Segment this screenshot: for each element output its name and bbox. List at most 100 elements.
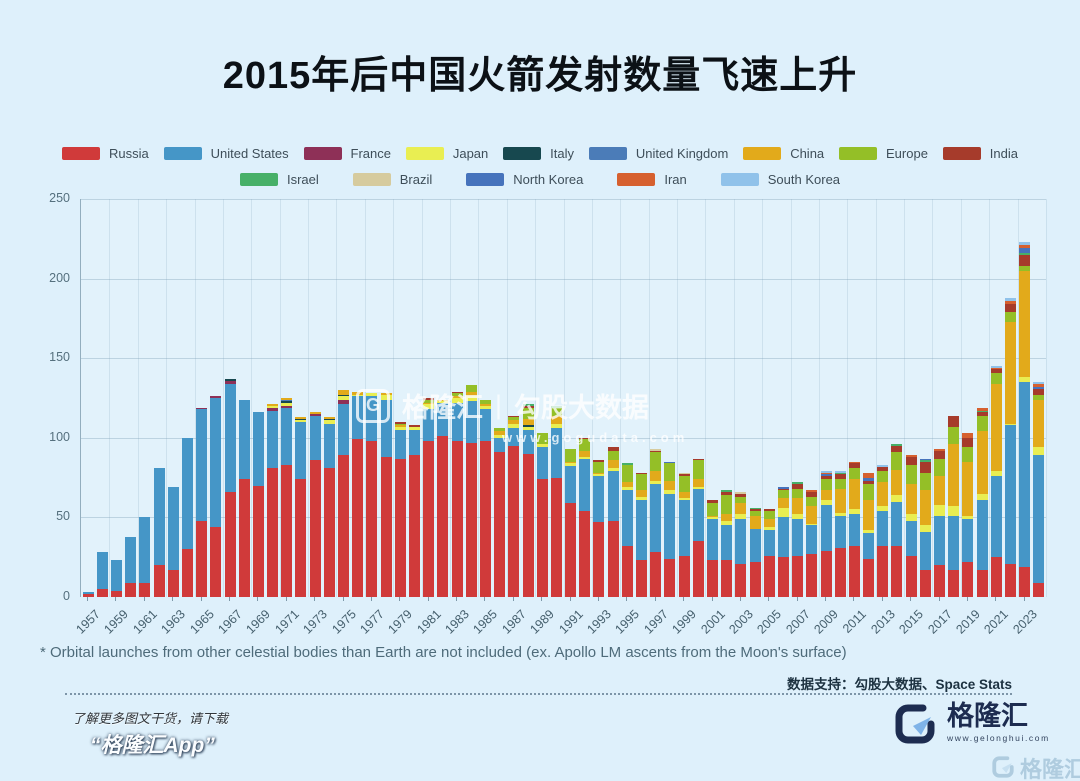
legend-label-russia: Russia (109, 146, 149, 161)
bar-segment-1989-russia (536, 479, 548, 597)
bar-segment-2002-united-states (721, 525, 733, 561)
bar-segment-2015-india (905, 456, 917, 465)
bar-segment-1971-japan (281, 402, 293, 406)
bar-segment-1972-china (295, 417, 307, 419)
v-gridline (960, 199, 962, 597)
bar-segment-1978-united-states (380, 399, 392, 457)
bar-segment-2021-russia (990, 557, 1002, 597)
x-tick (597, 597, 599, 601)
x-tick-label-2009: 2009 (811, 607, 841, 637)
v-gridline (222, 199, 224, 597)
bar-segment-2001-united-states (707, 519, 718, 561)
x-tick-label-1979: 1979 (385, 607, 416, 637)
bar-segment-2010-united-states (834, 515, 846, 548)
bar-segment-2003-russia (735, 563, 747, 597)
legend-item-united-kingdom: United Kingdom (588, 146, 728, 161)
bar-segment-1958-united-states (96, 552, 108, 590)
bar-segment-2016-north-korea (919, 458, 931, 461)
x-tick (200, 597, 202, 601)
bar-segment-1989-europe (536, 433, 548, 445)
x-tick-label-1985: 1985 (470, 607, 501, 637)
bar-segment-2016-japan (919, 525, 931, 532)
bar-segment-1989-united-states (536, 447, 548, 480)
y-tick-label: 100 (49, 429, 70, 444)
bar-1976 (352, 391, 364, 597)
bar-segment-2023-iran (1019, 245, 1031, 249)
bar-segment-1968-russia (238, 479, 250, 597)
bar-segment-2013-united-states (877, 511, 889, 547)
bar-segment-2024-china (1033, 399, 1045, 448)
bar-segment-2024-united-states (1033, 455, 1045, 583)
bar-segment-2007-united-states (792, 519, 804, 556)
legend-item-north-korea: North Korea (466, 172, 583, 187)
x-tick-label-2021: 2021 (981, 607, 1012, 637)
bar-segment-2022-united-states (1005, 425, 1017, 564)
bar-segment-2000-russia (692, 541, 704, 597)
bar-2008 (806, 490, 818, 597)
bar-segment-1965-russia (196, 520, 208, 597)
bar-segment-2022-russia (1005, 563, 1017, 597)
bar-segment-2018-japan (948, 506, 960, 516)
bar-segment-2016-united-states (919, 531, 931, 570)
bar-segment-1958-russia (96, 589, 108, 597)
bar-1986 (494, 428, 506, 597)
bar-segment-1988-israel (522, 404, 534, 407)
bar-segment-1969-united-states (252, 412, 264, 486)
bar-segment-2012-north-korea (863, 477, 875, 481)
bar-segment-1997-japan (650, 480, 662, 484)
bar-2006 (777, 487, 789, 597)
bar-segment-2015-iran (905, 455, 917, 457)
y-tick-label: 50 (56, 509, 70, 524)
bar-2005 (763, 509, 775, 597)
v-gridline (308, 199, 310, 597)
v-gridline (478, 199, 480, 597)
x-tick (966, 597, 968, 601)
bar-segment-2017-iran (934, 449, 946, 451)
bar-segment-1986-china (494, 431, 506, 435)
bar-segment-1999-russia (678, 555, 690, 597)
bar-segment-2023-israel (1019, 253, 1031, 255)
bar-segment-1992-china (579, 450, 591, 457)
bar-segment-1998-japan (664, 490, 676, 494)
bar-segment-2017-united-states (934, 515, 946, 566)
bar-segment-2004-united-states (749, 528, 761, 562)
bar-segment-1988-italy (522, 425, 534, 427)
x-axis-labels: 1957 1959 1961 1963 1965 1967 1969 1971 1973 1975… (73, 601, 1060, 639)
legend-label-india: India (989, 146, 1018, 161)
x-tick (285, 597, 287, 601)
v-gridline (847, 199, 849, 597)
footer-promo-line1: 了解更多图文干货，请下载 (72, 711, 229, 726)
bar-1969 (252, 412, 264, 597)
bar-segment-1972-united-states (295, 421, 307, 480)
bar-segment-2019-india (962, 437, 974, 448)
x-tick (910, 597, 912, 601)
bar-2004 (749, 507, 761, 597)
bar-segment-1975-russia (338, 455, 350, 597)
bar-segment-1977-russia (366, 440, 378, 597)
bar-segment-2009-north-korea (820, 474, 832, 477)
bar-segment-1981-india (423, 398, 435, 400)
bar-segment-1987-india (508, 415, 520, 418)
bar-segment-2008-india (806, 492, 818, 497)
corner-watermark-logo-icon (991, 755, 1015, 781)
v-gridline (393, 199, 395, 597)
bar-segment-2002-japan (721, 520, 733, 526)
bar-2000 (692, 458, 704, 597)
v-gridline (336, 199, 338, 597)
bar-2010 (834, 471, 846, 597)
x-tick-label-1965: 1965 (186, 607, 217, 637)
bar-segment-2004-europe (749, 511, 761, 516)
bar-segment-1965-france (196, 407, 208, 410)
x-tick (342, 597, 344, 601)
bar-segment-2010-india (834, 474, 846, 480)
bar-segment-2006-china (777, 498, 789, 508)
bar-1998 (664, 461, 676, 597)
bar-segment-1966-united-states (210, 398, 222, 527)
bar-segment-2009-south-korea (820, 471, 832, 473)
bar-1980 (408, 425, 420, 597)
bar-segment-1957-russia (82, 593, 94, 597)
bar-segment-2021-europe (990, 372, 1002, 384)
x-tick-label-1969: 1969 (243, 607, 274, 637)
bar-2009 (820, 471, 832, 597)
x-tick (427, 597, 429, 601)
